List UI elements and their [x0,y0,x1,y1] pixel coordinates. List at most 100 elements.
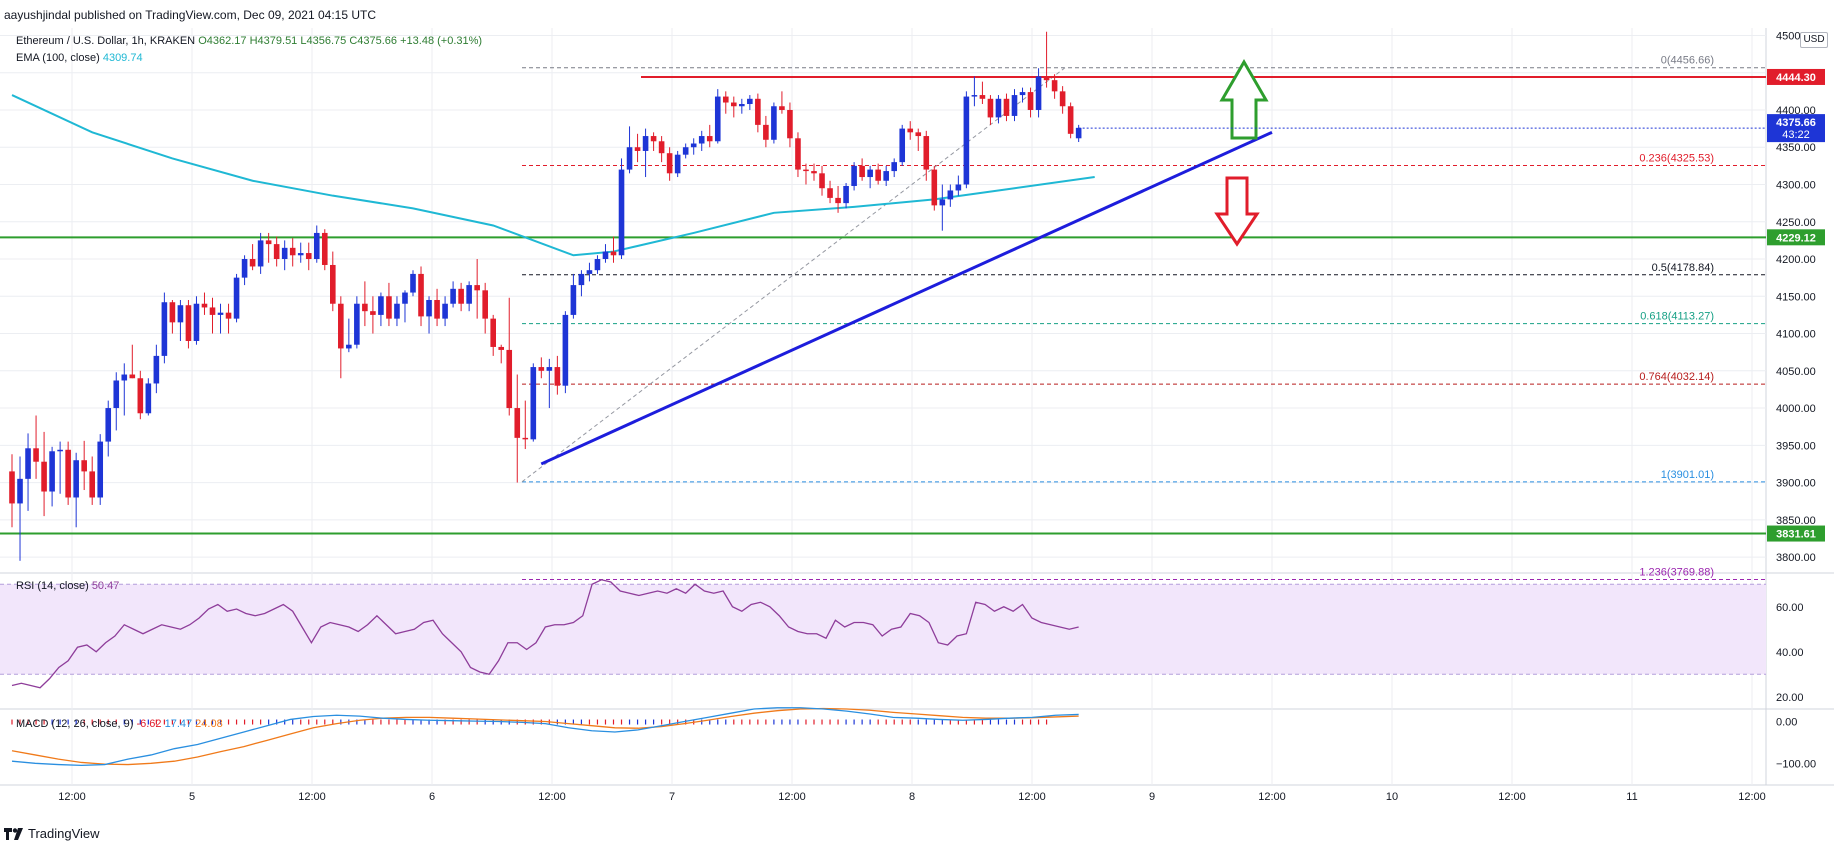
candle-body [49,451,55,492]
time-tick-label: 12:00 [298,791,326,803]
time-tick-label: 5 [189,791,195,803]
candle-body [658,141,665,154]
candle-body [947,190,954,200]
rsi-band [0,584,1766,675]
tradingview-watermark[interactable]: TradingView [4,826,100,841]
rsi-label: RSI (14, close) [16,580,89,592]
candle-body [1075,127,1082,139]
macd-header[interactable]: MACD (12, 26, close, 9) -6.62 17.47 24.0… [16,718,223,730]
candle-body [386,296,392,319]
candle-body [193,303,200,341]
candle-body [410,273,416,293]
candle-body [899,128,906,163]
candle-body [506,349,513,409]
candle-body [1067,106,1074,134]
bullish-up-arrow [1219,59,1269,140]
fib-level-label: 0.5(4178.84) [1652,262,1714,274]
change-value: +13.48 (+0.31%) [400,35,483,47]
candle-body [586,270,593,274]
candle-body [867,169,873,178]
candle-body [1003,98,1010,116]
price-axis-badge [1767,525,1825,542]
candle-body [297,253,304,256]
candle-body [763,124,769,140]
price-axis-badge [1767,229,1825,246]
low-value: L4356.75 [300,35,347,47]
candle-body [955,184,962,191]
price-tick-label: 3850.00 [1776,515,1816,527]
time-tick-label: 12:00 [1498,791,1526,803]
candle-body [113,380,120,409]
ema-header[interactable]: EMA (100, close) 4309.74 [16,52,143,64]
candle-body [65,449,71,498]
candle-body [169,302,176,323]
candle-body [177,305,184,323]
macd-tick-label: −100.00 [1776,758,1816,770]
macd-tick-label: 0.00 [1776,717,1797,729]
time-tick-label: 11 [1626,791,1637,803]
fib-level-label: 0.236(4325.53) [1639,152,1714,164]
rsi-value: 50.47 [91,580,120,592]
candle-body [17,478,23,504]
candle-body [89,471,95,498]
candle-body [522,437,529,440]
candle-body [225,312,232,319]
candle-body [362,303,368,312]
candle-body [466,285,472,304]
candle-body [530,367,537,440]
candle-body [378,296,384,315]
candle-body [907,128,914,133]
publisher-line: aayushjindal published on TradingView.co… [4,8,377,22]
candle-body [931,169,938,206]
macd-signal-value: 24.08 [195,718,223,730]
candle-body [1019,92,1026,96]
candle-body [923,136,930,170]
time-tick-label: 12:00 [778,791,806,803]
candle-body [394,303,400,319]
candle-body [153,355,160,384]
time-tick-label: 12:00 [1018,791,1046,803]
price-tick-label: 4250.00 [1776,217,1816,229]
fib-diagonal [521,67,1066,483]
candle-body [330,264,336,304]
time-tick-label: 6 [429,791,435,803]
rsi-header[interactable]: RSI (14, close) 50.47 [16,580,119,592]
candle-body [145,383,152,414]
candle-body [354,303,360,345]
candle-body [650,136,657,142]
candle-body [305,253,312,260]
last-price-badge [1767,114,1825,143]
candle-body [578,273,585,286]
candle-body [57,449,63,452]
candle-body [434,300,440,319]
price-axis-badge-label: 4229.12 [1776,232,1816,244]
candle-body [739,104,745,107]
time-tick-label: 8 [909,791,915,803]
candle-body [891,162,897,172]
last-price-badge-label: 4375.66 [1776,117,1816,129]
candle-body [971,95,978,97]
candle-body [610,251,617,256]
candle-body [418,273,424,317]
currency-button[interactable]: USD [1800,32,1828,48]
candle-body [787,109,793,139]
symbol-header[interactable]: Ethereum / U.S. Dollar, 1h, KRAKEN O4362… [16,35,482,47]
candle-body [714,96,721,142]
price-tick-label: 4350.00 [1776,142,1816,154]
candle-body [554,367,561,386]
time-tick-label: 10 [1386,791,1398,803]
candle-body [771,106,777,140]
candle-body [241,259,248,278]
candle-body [450,288,456,304]
rsi-tick-label: 20.00 [1776,692,1804,704]
candle-body [666,153,673,174]
time-tick-label: 9 [1149,791,1155,803]
price-axis-badge-label: 3831.61 [1776,529,1816,541]
candle-body [859,165,865,178]
candle-body [883,171,889,181]
last-price-countdown: 43:22 [1782,129,1810,141]
price-tick-label: 4300.00 [1776,179,1816,191]
candle-body [795,138,801,170]
macd-label: MACD (12, 26, close, 9) [16,718,134,730]
